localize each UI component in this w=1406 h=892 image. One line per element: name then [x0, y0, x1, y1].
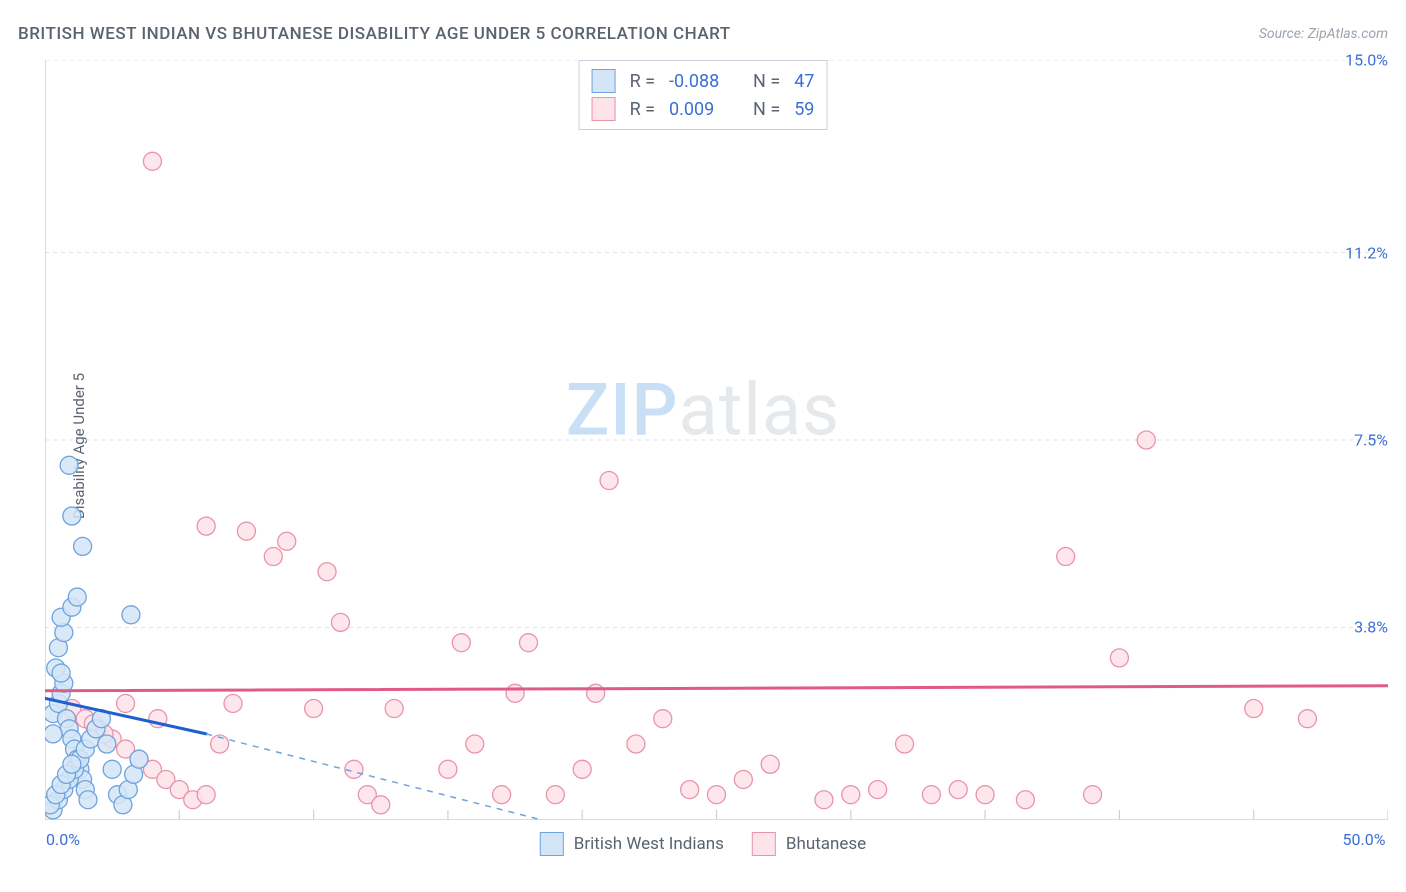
chart-container: BRITISH WEST INDIAN VS BHUTANESE DISABIL…: [0, 0, 1406, 892]
x-tick-label: 0.0%: [46, 830, 80, 849]
correlation-legend: R = -0.088 N = 47 R = 0.009 N = 59: [579, 60, 828, 130]
y-tick-label: 11.2%: [1345, 243, 1388, 262]
legend-item: Bhutanese: [752, 832, 866, 856]
legend-r-label: R =: [630, 99, 655, 120]
legend-r-label: R =: [630, 71, 655, 92]
legend-n-label: N =: [753, 99, 780, 120]
legend-row: R = 0.009 N = 59: [592, 95, 815, 123]
legend-item: British West Indians: [540, 832, 724, 856]
y-tick-label: 7.5%: [1354, 431, 1388, 450]
scatter-svg: [45, 60, 1388, 820]
x-tick-label: 50.0%: [1343, 830, 1386, 849]
source-label: Source: ZipAtlas.com: [1259, 26, 1388, 42]
legend-swatch: [592, 97, 616, 121]
legend-swatch: [592, 69, 616, 93]
legend-n-label: N =: [753, 71, 780, 92]
legend-label: Bhutanese: [786, 834, 866, 854]
legend-n-value: 47: [794, 71, 814, 92]
y-tick-label: 3.8%: [1354, 618, 1388, 637]
legend-r-value: 0.009: [669, 99, 739, 120]
legend-swatch: [540, 832, 564, 856]
plot-area: [45, 60, 1388, 820]
chart-title: BRITISH WEST INDIAN VS BHUTANESE DISABIL…: [18, 24, 731, 44]
y-tick-label: 15.0%: [1345, 51, 1388, 70]
legend-label: British West Indians: [574, 834, 724, 854]
series-legend: British West Indians Bhutanese: [540, 832, 866, 856]
legend-r-value: -0.088: [669, 71, 739, 92]
legend-n-value: 59: [794, 99, 814, 120]
legend-row: R = -0.088 N = 47: [592, 67, 815, 95]
legend-swatch: [752, 832, 776, 856]
